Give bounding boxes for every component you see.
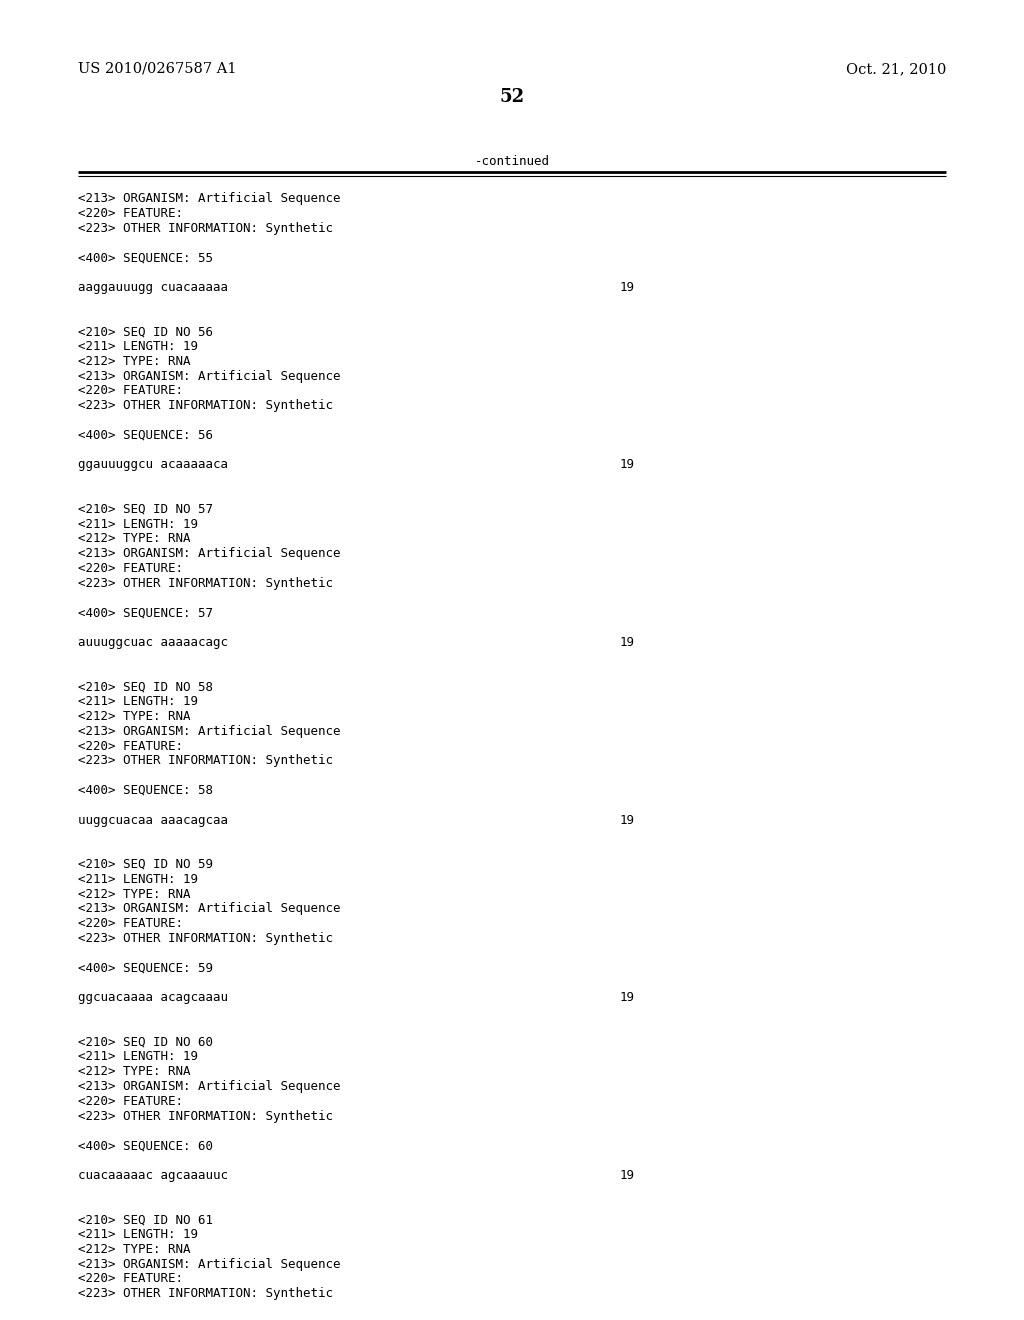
Text: <212> TYPE: RNA: <212> TYPE: RNA [78, 532, 190, 545]
Text: <210> SEQ ID NO 58: <210> SEQ ID NO 58 [78, 680, 213, 693]
Text: US 2010/0267587 A1: US 2010/0267587 A1 [78, 62, 237, 77]
Text: <211> LENGTH: 19: <211> LENGTH: 19 [78, 873, 198, 886]
Text: -continued: -continued [474, 154, 550, 168]
Text: <223> OTHER INFORMATION: Synthetic: <223> OTHER INFORMATION: Synthetic [78, 1287, 333, 1300]
Text: <213> ORGANISM: Artificial Sequence: <213> ORGANISM: Artificial Sequence [78, 725, 341, 738]
Text: <213> ORGANISM: Artificial Sequence: <213> ORGANISM: Artificial Sequence [78, 548, 341, 560]
Text: <400> SEQUENCE: 59: <400> SEQUENCE: 59 [78, 961, 213, 974]
Text: <220> FEATURE:: <220> FEATURE: [78, 1272, 183, 1286]
Text: <213> ORGANISM: Artificial Sequence: <213> ORGANISM: Artificial Sequence [78, 1080, 341, 1093]
Text: <400> SEQUENCE: 55: <400> SEQUENCE: 55 [78, 251, 213, 264]
Text: cuacaaaaac agcaaauuc: cuacaaaaac agcaaauuc [78, 1168, 228, 1181]
Text: <223> OTHER INFORMATION: Synthetic: <223> OTHER INFORMATION: Synthetic [78, 755, 333, 767]
Text: <400> SEQUENCE: 57: <400> SEQUENCE: 57 [78, 606, 213, 619]
Text: <213> ORGANISM: Artificial Sequence: <213> ORGANISM: Artificial Sequence [78, 370, 341, 383]
Text: <220> FEATURE:: <220> FEATURE: [78, 207, 183, 220]
Text: <220> FEATURE:: <220> FEATURE: [78, 562, 183, 576]
Text: <210> SEQ ID NO 60: <210> SEQ ID NO 60 [78, 1036, 213, 1048]
Text: <223> OTHER INFORMATION: Synthetic: <223> OTHER INFORMATION: Synthetic [78, 399, 333, 412]
Text: <223> OTHER INFORMATION: Synthetic: <223> OTHER INFORMATION: Synthetic [78, 932, 333, 945]
Text: <210> SEQ ID NO 61: <210> SEQ ID NO 61 [78, 1213, 213, 1226]
Text: <212> TYPE: RNA: <212> TYPE: RNA [78, 887, 190, 900]
Text: <223> OTHER INFORMATION: Synthetic: <223> OTHER INFORMATION: Synthetic [78, 1110, 333, 1122]
Text: <400> SEQUENCE: 60: <400> SEQUENCE: 60 [78, 1139, 213, 1152]
Text: uuggcuacaa aaacagcaa: uuggcuacaa aaacagcaa [78, 813, 228, 826]
Text: ggauuuggcu acaaaaaca: ggauuuggcu acaaaaaca [78, 458, 228, 471]
Text: <400> SEQUENCE: 56: <400> SEQUENCE: 56 [78, 429, 213, 442]
Text: 19: 19 [620, 813, 635, 826]
Text: <211> LENGTH: 19: <211> LENGTH: 19 [78, 696, 198, 709]
Text: <210> SEQ ID NO 57: <210> SEQ ID NO 57 [78, 503, 213, 516]
Text: <223> OTHER INFORMATION: Synthetic: <223> OTHER INFORMATION: Synthetic [78, 577, 333, 590]
Text: <211> LENGTH: 19: <211> LENGTH: 19 [78, 1051, 198, 1064]
Text: <213> ORGANISM: Artificial Sequence: <213> ORGANISM: Artificial Sequence [78, 191, 341, 205]
Text: auuuggcuac aaaaacagc: auuuggcuac aaaaacagc [78, 636, 228, 649]
Text: <212> TYPE: RNA: <212> TYPE: RNA [78, 1243, 190, 1255]
Text: 19: 19 [620, 636, 635, 649]
Text: <211> LENGTH: 19: <211> LENGTH: 19 [78, 517, 198, 531]
Text: 19: 19 [620, 458, 635, 471]
Text: <211> LENGTH: 19: <211> LENGTH: 19 [78, 1228, 198, 1241]
Text: 19: 19 [620, 281, 635, 294]
Text: <210> SEQ ID NO 56: <210> SEQ ID NO 56 [78, 325, 213, 338]
Text: ggcuacaaaa acagcaaau: ggcuacaaaa acagcaaau [78, 991, 228, 1005]
Text: Oct. 21, 2010: Oct. 21, 2010 [846, 62, 946, 77]
Text: 19: 19 [620, 1168, 635, 1181]
Text: <220> FEATURE:: <220> FEATURE: [78, 384, 183, 397]
Text: <223> OTHER INFORMATION: Synthetic: <223> OTHER INFORMATION: Synthetic [78, 222, 333, 235]
Text: <220> FEATURE:: <220> FEATURE: [78, 917, 183, 931]
Text: <211> LENGTH: 19: <211> LENGTH: 19 [78, 341, 198, 352]
Text: <210> SEQ ID NO 59: <210> SEQ ID NO 59 [78, 858, 213, 871]
Text: <220> FEATURE:: <220> FEATURE: [78, 1094, 183, 1107]
Text: <213> ORGANISM: Artificial Sequence: <213> ORGANISM: Artificial Sequence [78, 903, 341, 915]
Text: <213> ORGANISM: Artificial Sequence: <213> ORGANISM: Artificial Sequence [78, 1258, 341, 1271]
Text: <220> FEATURE:: <220> FEATURE: [78, 739, 183, 752]
Text: <400> SEQUENCE: 58: <400> SEQUENCE: 58 [78, 784, 213, 797]
Text: 19: 19 [620, 991, 635, 1005]
Text: <212> TYPE: RNA: <212> TYPE: RNA [78, 355, 190, 368]
Text: <212> TYPE: RNA: <212> TYPE: RNA [78, 710, 190, 723]
Text: 52: 52 [500, 88, 524, 106]
Text: aaggauuugg cuacaaaaa: aaggauuugg cuacaaaaa [78, 281, 228, 294]
Text: <212> TYPE: RNA: <212> TYPE: RNA [78, 1065, 190, 1078]
